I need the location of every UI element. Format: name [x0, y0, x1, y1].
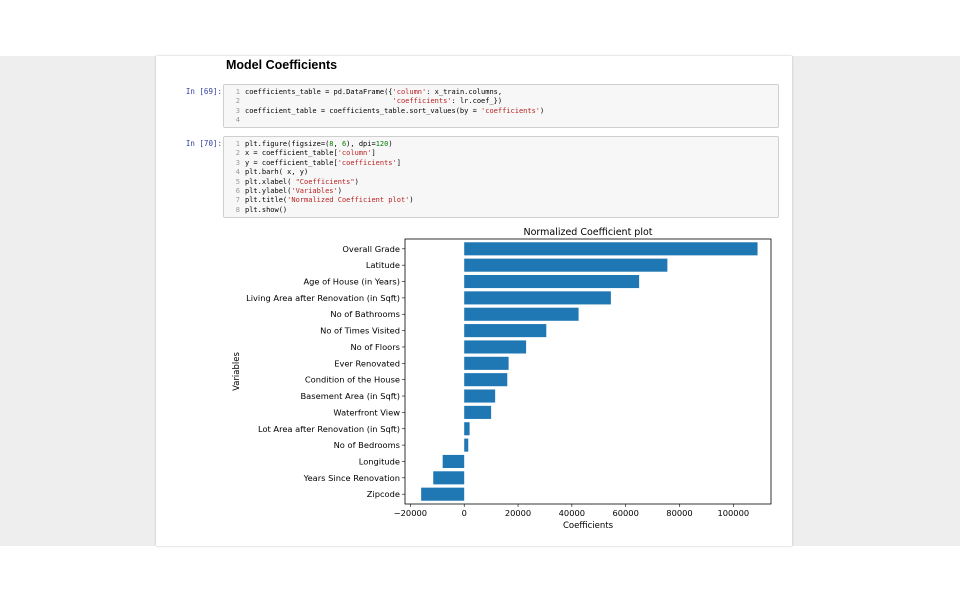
code-line: 3 y = coefficient_table['coefficients']	[224, 159, 778, 168]
y-tick-label: Basement Area (in Sqft)	[300, 391, 400, 401]
code-cell-69[interactable]: 1 coefficients_table = pd.DataFrame({'col…	[223, 84, 779, 128]
bar-10	[464, 405, 492, 419]
code-line: 4	[224, 116, 778, 125]
line-number: 2	[235, 149, 240, 158]
plot-frame	[404, 238, 772, 505]
code-text: y = coefficient_table['coefficients']	[245, 158, 401, 167]
y-tick-label: Condition of the House	[305, 375, 400, 385]
x-tick-label: 100000	[717, 508, 749, 518]
code-line: 5 plt.xlabel( "Coefficients")	[224, 178, 778, 187]
bar-1	[464, 258, 668, 272]
y-tick-label: Years Since Renovation	[303, 473, 400, 483]
bar-4	[464, 307, 579, 321]
code-text: x = coefficient_table['column']	[245, 149, 376, 158]
bar-9	[464, 389, 496, 403]
code-line: 7 plt.title('Normalized Coefficient plot'…	[224, 196, 778, 205]
bar-3	[464, 291, 611, 305]
line-number: 6	[235, 186, 240, 195]
line-number: 1	[235, 88, 240, 96]
x-tick-label: 0	[462, 508, 467, 518]
code-line: 6 plt.ylabel('Variables')	[224, 187, 778, 196]
line-number: 8	[235, 205, 240, 214]
output-chart: Overall Grade Latitude Age of House (in Ye…	[226, 224, 786, 546]
code-text: plt.title('Normalized Coefficient plot')	[245, 196, 414, 205]
line-number: 3	[235, 158, 240, 167]
y-tick-label: Zipcode	[367, 489, 400, 499]
code-line: 2 x = coefficient_table['column']	[224, 149, 778, 158]
bar-13	[442, 454, 465, 469]
x-tick-label: −20000	[394, 508, 427, 518]
bar-0	[464, 242, 758, 256]
bar-2	[464, 274, 640, 289]
bar-11	[464, 422, 470, 436]
code-line: 1 coefficients_table = pd.DataFrame({'col…	[224, 88, 778, 97]
y-tick-label: No of Bedrooms	[334, 440, 400, 450]
code-line: 2 'coefficients': lr.coef_})	[224, 97, 778, 106]
notebook-panel: Model Coefficients In [69]: 1 coefficient…	[156, 56, 792, 546]
x-tick-label: 60000	[612, 508, 638, 518]
bar-7	[464, 356, 509, 370]
code-text: coefficients_table = pd.DataFrame({'colu…	[245, 88, 503, 96]
y-tick-label: Age of House (in Years)	[303, 277, 400, 287]
code-text: 'coefficients': lr.coef_})	[392, 97, 503, 106]
bar-15	[421, 487, 465, 501]
line-number: 7	[235, 196, 240, 205]
code-text: plt.show()	[245, 205, 288, 214]
line-number: 3	[235, 106, 240, 115]
x-tick-label: 20000	[505, 508, 531, 518]
bar-8	[464, 373, 508, 387]
y-tick-label: No of Bathrooms	[330, 309, 400, 319]
y-tick-label: Living Area after Renovation (in Sqft)	[246, 293, 400, 303]
y-tick-label: Ever Renovated	[334, 358, 400, 368]
line-number: 5	[235, 177, 240, 186]
x-axis-label: Coefficients	[563, 521, 614, 531]
line-number: 1	[235, 140, 240, 148]
coefficient-bar-chart: Overall Grade Latitude Age of House (in Ye…	[232, 227, 772, 531]
code-text: plt.ylabel('Variables')	[245, 186, 342, 195]
line-number: 4	[235, 116, 240, 125]
bar-6	[464, 340, 527, 354]
bar-12	[464, 438, 469, 452]
code-line: 3 coefficient_table = coefficients_table.…	[224, 107, 778, 116]
y-tick-label: Waterfront View	[333, 407, 400, 417]
code-text: plt.xlabel( "Coefficients")	[245, 177, 359, 186]
code-line: 8 plt.show()	[224, 206, 778, 215]
code-text: coefficient_table = coefficients_table.s…	[245, 106, 545, 115]
bar-5	[464, 324, 547, 338]
y-tick-label: Overall Grade	[342, 244, 400, 254]
cell-prompt-69: In [69]:	[185, 87, 222, 96]
line-number: 4	[235, 168, 240, 177]
code-line: 1 plt.figure(figsize=(8, 6), dpi=120)	[224, 140, 778, 149]
y-axis-label: Variables	[232, 352, 242, 391]
y-tick-label: Lot Area after Renovation (in Sqft)	[258, 424, 400, 434]
bar-14	[433, 471, 465, 485]
y-tick-label: No of Times Visited	[320, 326, 400, 336]
y-tick-label: No of Floors	[350, 342, 400, 352]
x-tick-label: 40000	[559, 508, 585, 518]
code-line: 4 plt.barh( x, y)	[224, 168, 778, 177]
chart-title: Normalized Coefficient plot	[523, 227, 652, 238]
x-tick-label: 80000	[666, 508, 692, 518]
cell-prompt-70: In [70]:	[185, 139, 222, 148]
code-cell-70[interactable]: 1 plt.figure(figsize=(8, 6), dpi=120) 2 x =…	[223, 136, 779, 218]
section-title: Model Coefficients	[226, 58, 338, 72]
line-number: 2	[235, 97, 240, 106]
y-tick-label: Longitude	[359, 456, 400, 466]
code-text: plt.figure(figsize=(8, 6), dpi=120)	[245, 140, 393, 148]
code-text: plt.barh( x, y)	[245, 168, 309, 177]
y-tick-label: Latitude	[366, 260, 400, 270]
